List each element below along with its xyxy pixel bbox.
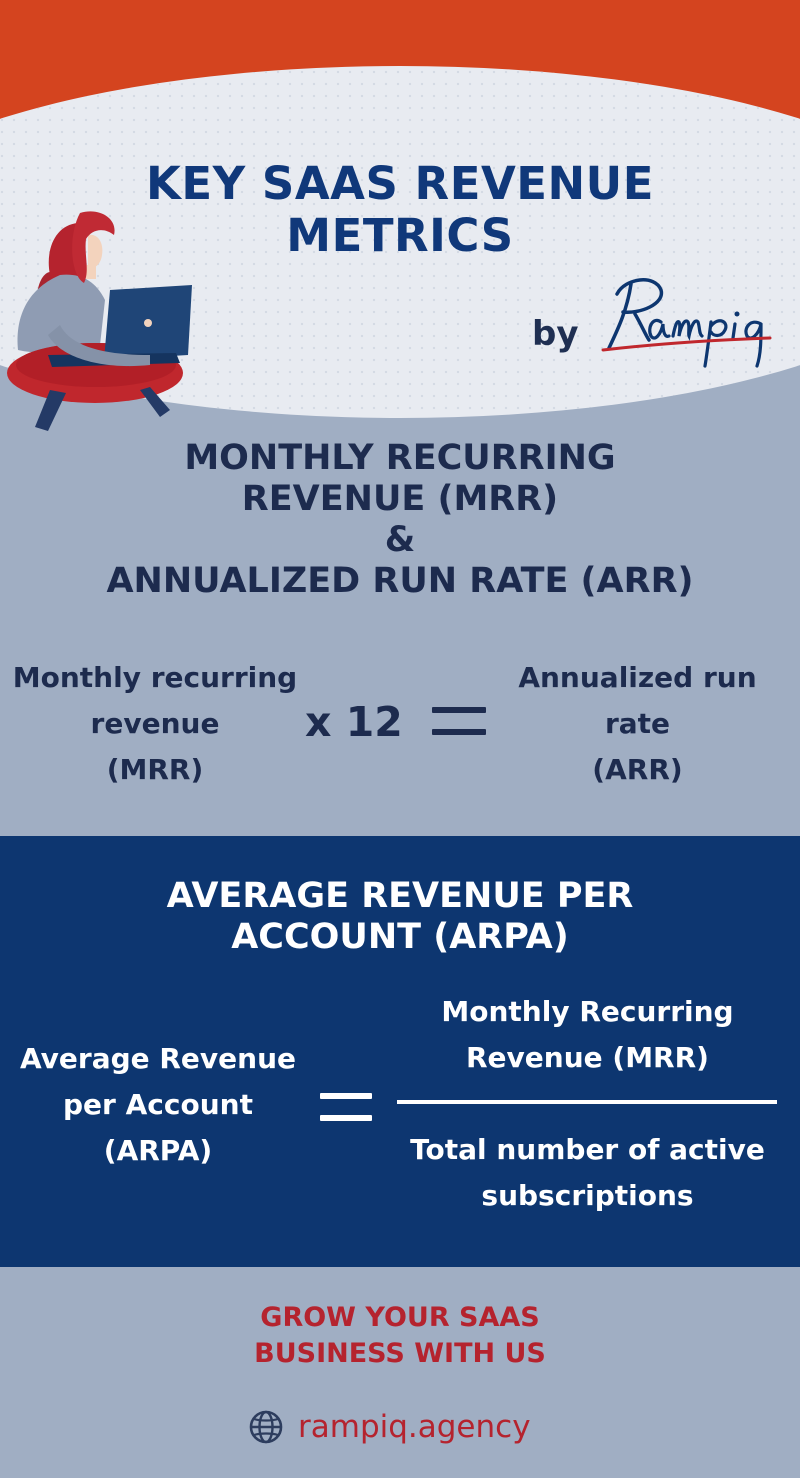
arpa-section: AVERAGE REVENUE PER ACCOUNT (ARPA) Avera… bbox=[0, 836, 800, 1267]
main-title-line2: METRICS bbox=[286, 209, 514, 262]
main-title: KEY SAAS REVENUE METRICS bbox=[100, 158, 700, 262]
mrr-term: Monthly recurring revenue (MRR) bbox=[5, 655, 305, 793]
arpa-term-line1: Average Revenue bbox=[19, 1042, 297, 1075]
arpa-title-line1: AVERAGE REVENUE PER bbox=[166, 876, 634, 916]
numerator-line2: Revenue (MRR) bbox=[466, 1041, 709, 1074]
arr-term-line2: rate bbox=[604, 707, 671, 740]
cta-line1: GROW YOUR SAAS bbox=[260, 1302, 540, 1333]
cta-line2: BUSINESS WITH US bbox=[254, 1338, 546, 1369]
arr-formula: Monthly recurring revenue (MRR) x 12 Ann… bbox=[0, 655, 800, 805]
arr-term-line1: Annualized run bbox=[518, 661, 757, 694]
globe-icon bbox=[249, 1410, 283, 1444]
equals-sign bbox=[432, 707, 486, 735]
website-url[interactable]: rampiq.agency bbox=[298, 1409, 531, 1445]
arpa-title-line2: ACCOUNT (ARPA) bbox=[231, 917, 569, 957]
fraction-bar bbox=[397, 1100, 777, 1104]
fraction-denominator: Total number of active subscriptions bbox=[395, 1127, 780, 1219]
woman-with-laptop-illustration bbox=[7, 211, 192, 431]
mrr-term-line1: Monthly recurring bbox=[12, 661, 298, 694]
numerator-line1: Monthly Recurring bbox=[441, 995, 734, 1028]
denominator-line1: Total number of active bbox=[410, 1133, 765, 1166]
arpa-term-line2: per Account bbox=[63, 1088, 253, 1121]
fraction-numerator: Monthly Recurring Revenue (MRR) bbox=[400, 989, 775, 1081]
arpa-title: AVERAGE REVENUE PER ACCOUNT (ARPA) bbox=[60, 876, 740, 958]
mrr-title-ampersand: & bbox=[384, 520, 416, 560]
multiplier: x 12 bbox=[305, 698, 403, 746]
arr-term: Annualized run rate (ARR) bbox=[505, 655, 770, 793]
by-label: by bbox=[532, 314, 579, 354]
arr-title-line: ANNUALIZED RUN RATE (ARR) bbox=[106, 561, 694, 601]
arr-term-line3: (ARR) bbox=[592, 753, 683, 786]
arpa-term: Average Revenue per Account (ARPA) bbox=[8, 1036, 308, 1174]
call-to-action: GROW YOUR SAAS BUSINESS WITH US bbox=[150, 1300, 650, 1372]
website-link[interactable]: rampiq.agency bbox=[248, 1404, 531, 1450]
mrr-title-line1: MONTHLY RECURRING bbox=[184, 438, 616, 478]
mrr-arr-title: MONTHLY RECURRING REVENUE (MRR) & ANNUAL… bbox=[60, 438, 740, 602]
mrr-term-line3: (MRR) bbox=[106, 753, 204, 786]
arpa-term-line3: (ARPA) bbox=[103, 1134, 213, 1167]
mrr-term-line2: revenue bbox=[90, 707, 220, 740]
header-light-ellipse bbox=[0, 66, 800, 418]
equals-sign bbox=[320, 1093, 372, 1121]
main-title-line1: KEY SAAS REVENUE bbox=[146, 157, 654, 210]
denominator-line2: subscriptions bbox=[481, 1179, 694, 1212]
mrr-title-line2: REVENUE (MRR) bbox=[241, 479, 559, 519]
rampiq-logo bbox=[601, 278, 772, 368]
